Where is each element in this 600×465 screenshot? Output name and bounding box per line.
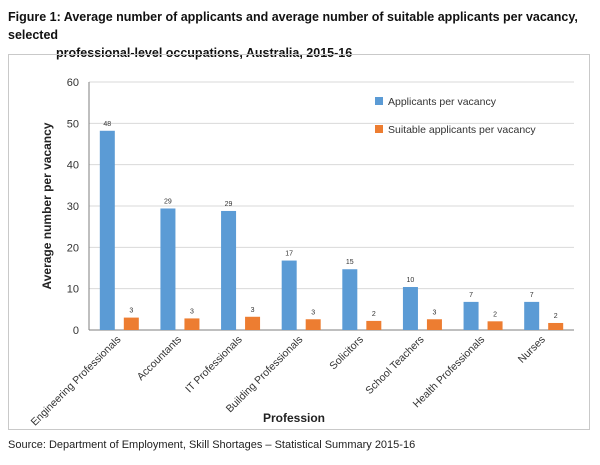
- bar-applicants: [463, 301, 479, 330]
- data-label: 3: [190, 308, 194, 315]
- data-label: 7: [469, 292, 473, 299]
- bar-suitable: [123, 317, 139, 330]
- data-label: 7: [530, 292, 534, 299]
- bar-suitable: [184, 318, 200, 330]
- x-tick-label: Solicitors: [327, 334, 366, 373]
- data-label: 10: [407, 277, 415, 284]
- figure-title: Figure 1: Average number of applicants a…: [8, 8, 593, 62]
- bar-applicants: [99, 130, 115, 330]
- data-label: 15: [346, 259, 354, 266]
- bar-applicants: [281, 260, 297, 330]
- data-label: 3: [251, 307, 255, 314]
- data-label: 29: [164, 198, 172, 205]
- bar-applicants: [342, 269, 358, 330]
- bar-suitable: [426, 319, 442, 330]
- data-label: 29: [225, 201, 233, 208]
- source-note: Source: Department of Employment, Skill …: [8, 439, 416, 451]
- bar-applicants: [221, 210, 237, 330]
- x-axis-title: Profession: [263, 411, 325, 425]
- bar-chart: 0 10 20 30 40 50 60 48 3 Engineering Professional…: [29, 77, 574, 429]
- bar-suitable: [487, 321, 503, 330]
- data-label: 2: [372, 311, 376, 318]
- y-axis-title: Average number per vacancy: [40, 122, 54, 289]
- legend-label: Suitable applicants per vacancy: [388, 124, 536, 136]
- bar-applicants: [160, 208, 176, 330]
- chart-frame: 0 10 20 30 40 50 60 48 3 Engineering Professional…: [8, 54, 590, 430]
- bar-suitable: [548, 322, 564, 330]
- data-label: 3: [432, 309, 436, 316]
- figure-title-line-1: Figure 1: Average number of applicants a…: [8, 10, 578, 42]
- y-tick-label: 10: [67, 284, 79, 296]
- x-tick-label: IT Professionals: [183, 334, 245, 396]
- y-tick-label: 50: [67, 118, 79, 130]
- y-tick-label: 0: [73, 325, 79, 337]
- data-label: 48: [103, 121, 111, 128]
- y-tick-label: 60: [67, 77, 79, 89]
- x-tick-label: Engineering Professionals: [29, 334, 124, 429]
- x-tick-label: School Teachers: [363, 334, 426, 397]
- bar-applicants: [402, 287, 418, 330]
- y-tick-label: 20: [67, 242, 79, 254]
- y-tick-label: 40: [67, 160, 79, 172]
- legend-swatch-applicants: [375, 97, 383, 105]
- x-tick-label: Accountants: [135, 334, 184, 383]
- data-label: 3: [311, 309, 315, 316]
- x-tick-label: Nurses: [516, 334, 548, 366]
- bar-suitable: [245, 316, 261, 330]
- bar-suitable: [366, 320, 382, 330]
- legend-swatch-suitable: [375, 125, 383, 133]
- data-label: 2: [554, 313, 558, 320]
- bar-suitable: [305, 319, 321, 330]
- figure-title-line-2: professional-level occupations, Australi…: [56, 46, 353, 60]
- data-label: 2: [493, 311, 497, 318]
- y-tick-label: 30: [67, 201, 79, 213]
- legend-label: Applicants per vacancy: [388, 96, 497, 108]
- bar-applicants: [524, 301, 540, 330]
- data-label: 3: [129, 308, 133, 315]
- data-label: 17: [285, 251, 293, 258]
